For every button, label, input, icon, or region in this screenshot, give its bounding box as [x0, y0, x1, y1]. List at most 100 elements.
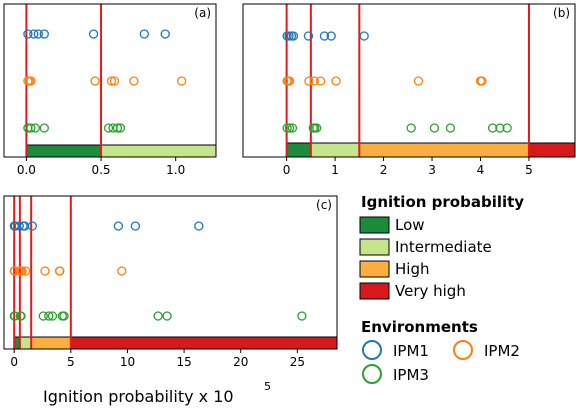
point-ipm3 [38, 311, 48, 321]
x-tick-label: 5 [67, 355, 75, 369]
legend-item-high: High [359, 260, 429, 278]
point-ipm2 [106, 76, 117, 86]
legend-item-ipm1: IPM1 [362, 340, 429, 360]
panels-group: 0.0 0.5 1.0 (a) 0 1 2 3 4 5 (b) 0 5 10 15 20 25 (c) [3, 3, 576, 369]
point-ipm2 [477, 76, 487, 86]
band-high [30, 336, 72, 350]
point-ipm2 [17, 266, 27, 276]
point-ipm1 [139, 29, 149, 39]
band-low [286, 142, 312, 158]
band-very_high [528, 142, 576, 158]
probability-legend-items: Low Intermediate High Very high [359, 216, 492, 300]
legend-item-intermediate: Intermediate [359, 238, 492, 256]
point-ipm2 [40, 266, 50, 276]
point-ipm3 [287, 123, 298, 133]
legend-marker-ipm2 [453, 340, 473, 360]
panel-label: (b) [553, 6, 570, 20]
plot-frame [3, 195, 338, 350]
band-intermediate [100, 144, 217, 158]
panel-3: 0 5 10 15 20 25 (c) [3, 195, 338, 369]
point-ipm1 [33, 29, 43, 39]
point-ipm3 [153, 311, 163, 321]
x-tick-label: 0.5 [91, 163, 110, 177]
point-ipm3 [39, 123, 49, 133]
x-tick-label: 15 [176, 355, 191, 369]
legend-swatch-intermediate [359, 238, 390, 256]
point-ipm1 [14, 221, 24, 231]
point-ipm3 [502, 123, 512, 133]
point-ipm2 [309, 76, 319, 86]
point-ipm3 [26, 123, 36, 133]
point-ipm2 [55, 266, 65, 276]
point-ipm1 [359, 31, 369, 41]
legend-item-low: Low [359, 216, 425, 234]
legend-swatch-high [359, 260, 390, 278]
point-ipm1 [288, 31, 299, 41]
plot-background [243, 4, 575, 157]
legend-marker-ipm3 [362, 364, 382, 384]
x-tick-label: 1.0 [166, 163, 185, 177]
band-high [358, 142, 530, 158]
x-tick-label: 20 [233, 355, 248, 369]
probability-legend-title: Ignition probability [361, 193, 524, 211]
x-tick-label: 5 [525, 163, 533, 177]
band-intermediate [310, 142, 360, 158]
environments-legend-title: Environments [361, 318, 478, 336]
point-ipm3 [10, 311, 20, 321]
point-ipm2 [331, 76, 341, 86]
legend-label-very_high: Very high [395, 282, 466, 300]
point-ipm1 [27, 221, 37, 231]
legend-label-ipm2: IPM2 [484, 342, 520, 360]
point-ipm2 [315, 76, 326, 86]
legend-item-ipm2: IPM2 [453, 340, 520, 360]
point-ipm2 [284, 76, 295, 86]
legend-item-ipm3: IPM3 [362, 364, 429, 384]
point-ipm3 [103, 123, 114, 133]
point-ipm3 [16, 311, 26, 321]
plot-background [4, 196, 337, 349]
legend-marker-ipm1 [362, 340, 382, 360]
panel-label: (a) [194, 6, 211, 20]
band-low [25, 144, 102, 158]
point-ipm3 [30, 123, 41, 133]
point-ipm3 [429, 123, 440, 133]
point-ipm2 [177, 76, 187, 86]
point-ipm1 [194, 221, 204, 231]
point-ipm2 [26, 76, 36, 86]
point-ipm2 [413, 76, 424, 86]
point-ipm2 [90, 76, 100, 86]
x-axis-label: Ignition probability x 10 [43, 387, 234, 406]
point-ipm1 [319, 31, 330, 41]
band-intermediate [19, 336, 32, 350]
point-ipm3 [44, 311, 54, 321]
point-ipm3 [282, 123, 292, 133]
point-ipm3 [59, 311, 69, 321]
point-ipm3 [312, 123, 322, 133]
point-ipm3 [115, 123, 126, 133]
point-ipm3 [112, 123, 123, 133]
point-ipm3 [487, 123, 498, 133]
plot-frame [3, 3, 217, 158]
point-ipm3 [47, 311, 58, 321]
point-ipm1 [303, 31, 314, 41]
panel-1: 0.0 0.5 1.0 (a) [3, 3, 217, 177]
legend-label-ipm3: IPM3 [393, 366, 429, 384]
panel-2: 0 1 2 3 4 5 (b) [242, 3, 576, 177]
point-ipm1 [88, 29, 99, 39]
point-ipm3 [162, 311, 172, 321]
legend: Ignition probability Low Intermediate High… [359, 193, 524, 384]
x-tick-label: 3 [428, 163, 436, 177]
point-ipm1 [29, 29, 39, 39]
legend-swatch-low [359, 216, 390, 234]
x-tick-label: 0 [283, 163, 291, 177]
point-ipm1 [23, 29, 33, 39]
point-ipm2 [117, 266, 127, 276]
point-ipm1 [39, 29, 49, 39]
point-ipm2 [129, 76, 139, 86]
x-tick-label: 25 [290, 355, 305, 369]
legend-label-intermediate: Intermediate [395, 238, 492, 256]
legend-label-high: High [395, 260, 429, 278]
point-ipm1 [130, 221, 141, 231]
point-ipm3 [406, 123, 416, 133]
